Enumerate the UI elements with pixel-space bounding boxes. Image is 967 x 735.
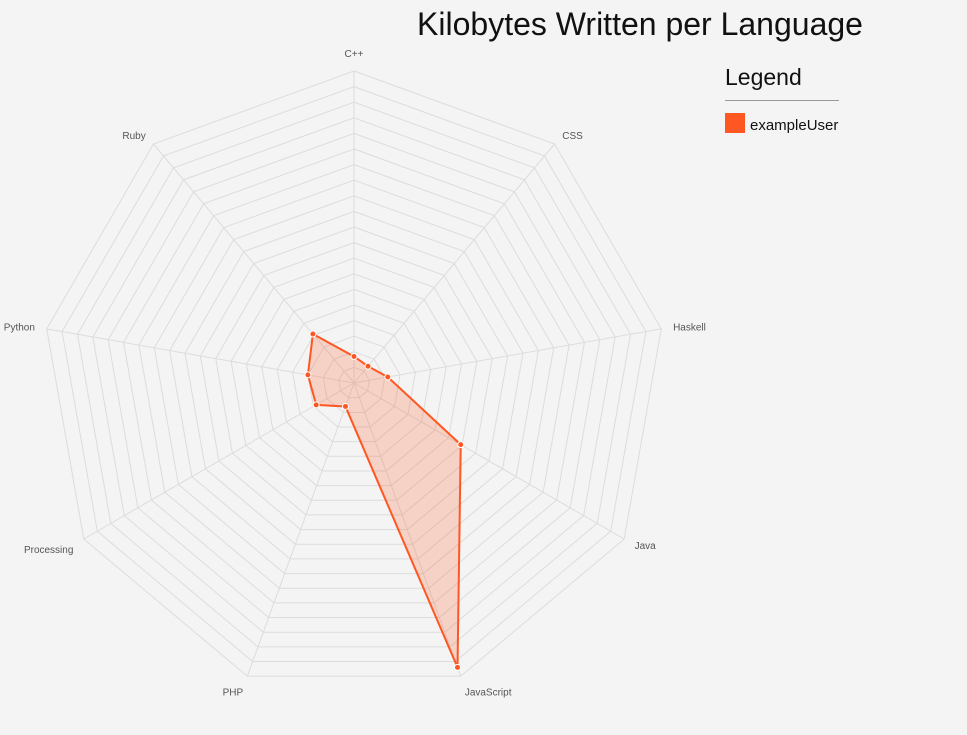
data-point[interactable] bbox=[350, 352, 358, 360]
data-point[interactable] bbox=[341, 402, 349, 410]
grid-ring bbox=[230, 257, 478, 501]
axis-label: Processing bbox=[24, 545, 73, 556]
axis-label: CSS bbox=[562, 131, 583, 142]
data-point[interactable] bbox=[312, 401, 320, 409]
axis-label: Ruby bbox=[122, 131, 145, 142]
data-point[interactable] bbox=[384, 373, 392, 381]
data-point[interactable] bbox=[304, 371, 312, 379]
grid-ring bbox=[215, 242, 493, 516]
data-point[interactable] bbox=[364, 362, 372, 370]
axis-label: Python bbox=[4, 323, 35, 334]
data-point[interactable] bbox=[454, 663, 462, 671]
grid-ring bbox=[199, 226, 509, 531]
axis-label: Java bbox=[635, 541, 657, 552]
axis-label: JavaScript bbox=[465, 687, 512, 698]
grid-ring bbox=[276, 304, 432, 457]
axis-line bbox=[246, 382, 355, 677]
grid-ring bbox=[107, 132, 601, 619]
axis-line bbox=[46, 328, 355, 384]
grid-ring bbox=[61, 86, 647, 663]
axis-labels: C++ CSS Haskell Java JavaScript PHP Processing… bbox=[4, 49, 706, 698]
legend-title: Legend bbox=[725, 64, 839, 101]
legend: Legend exampleUser bbox=[725, 64, 839, 134]
grid-ring bbox=[261, 288, 447, 472]
legend-entries: exampleUser bbox=[725, 111, 839, 134]
axis-line bbox=[353, 143, 555, 384]
data-point[interactable] bbox=[309, 330, 317, 338]
legend-swatch bbox=[725, 112, 745, 133]
series-area bbox=[306, 333, 462, 669]
axis-line bbox=[83, 382, 355, 540]
grid-ring bbox=[153, 179, 555, 575]
chart-title: Kilobytes Written per Language bbox=[417, 6, 863, 42]
legend-entry: exampleUser bbox=[725, 111, 839, 134]
grid-ring bbox=[322, 351, 386, 413]
grid-ring bbox=[245, 273, 463, 487]
axis-line bbox=[353, 382, 625, 540]
grid-ring bbox=[338, 366, 370, 399]
radar-grid bbox=[46, 70, 662, 677]
axis-line bbox=[153, 143, 355, 384]
grid-ring bbox=[169, 195, 539, 560]
data-point[interactable] bbox=[457, 441, 465, 449]
grid-ring bbox=[184, 210, 524, 545]
axis-label: PHP bbox=[223, 687, 244, 698]
axis-label: Haskell bbox=[673, 323, 706, 334]
grid-ring bbox=[138, 164, 570, 589]
radar-axes bbox=[46, 71, 662, 677]
legend-label: exampleUser bbox=[750, 117, 839, 134]
grid-ring bbox=[292, 320, 416, 443]
grid-ring bbox=[76, 101, 632, 648]
grid-ring bbox=[123, 148, 585, 604]
axis-line bbox=[353, 382, 462, 677]
grid-ring bbox=[92, 117, 616, 633]
grid-ring bbox=[46, 70, 662, 677]
series-layer bbox=[304, 330, 465, 671]
axis-line bbox=[353, 328, 662, 384]
axis-label: C++ bbox=[345, 49, 364, 60]
